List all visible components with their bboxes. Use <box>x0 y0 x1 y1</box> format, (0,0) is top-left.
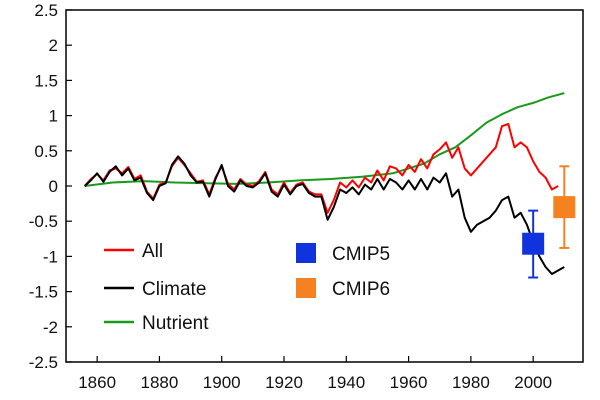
legend-label-climate: Climate <box>142 279 206 300</box>
x-tick-label: 1940 <box>327 373 365 392</box>
legend-label-cmip5: CMIP5 <box>332 244 390 265</box>
y-tick-label: -2 <box>43 318 58 337</box>
y-axis: 2.5 2 1.5 1 0.5 0 -0.5 -1 -1.5 -2 -2.5 <box>29 1 72 372</box>
x-tick-label: 1960 <box>390 373 428 392</box>
y-tick-label: -1 <box>43 247 58 266</box>
y-tick-label: 0.5 <box>34 142 58 161</box>
legend-right: CMIP5 CMIP6 <box>296 243 390 300</box>
y-tick-label: -0.5 <box>29 212 58 231</box>
legend-swatch-cmip5 <box>296 243 316 263</box>
model-markers <box>522 165 576 279</box>
x-axis: 1860 1880 1900 1920 1940 1960 1980 2000 <box>78 356 552 392</box>
marker-cmip5 <box>522 232 545 255</box>
marker-cmip6 <box>553 196 576 219</box>
y-tick-label: -1.5 <box>29 283 58 302</box>
series-lines <box>83 92 565 275</box>
legend-label-all: All <box>142 241 163 262</box>
y-tick-label: 2.5 <box>34 1 58 20</box>
x-tick-label: 2000 <box>514 373 552 392</box>
series-line-nutrient <box>84 92 565 187</box>
legend-label-nutrient: Nutrient <box>142 313 209 334</box>
y-tick-label: 1 <box>49 107 58 126</box>
legend-swatch-cmip6 <box>296 278 316 298</box>
x-tick-label: 1920 <box>265 373 303 392</box>
x-tick-label: 1860 <box>78 373 116 392</box>
x-tick-label: 1880 <box>141 373 179 392</box>
y-tick-label: 1.5 <box>34 71 58 90</box>
y-tick-label: -2.5 <box>29 353 58 372</box>
series-line-climate <box>84 155 565 275</box>
y-tick-label: 0 <box>49 177 58 196</box>
legend-left: All Climate Nutrient <box>104 241 209 334</box>
legend-label-cmip6: CMIP6 <box>332 279 390 300</box>
x-tick-label: 1980 <box>452 373 490 392</box>
y-tick-label: 2 <box>49 36 58 55</box>
x-tick-label: 1900 <box>203 373 241 392</box>
